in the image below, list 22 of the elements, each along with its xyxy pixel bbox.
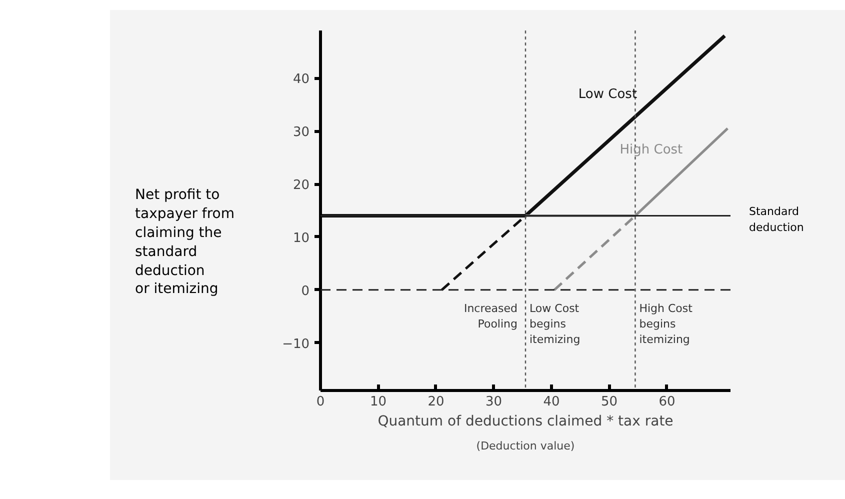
y-tick-label: 20 bbox=[292, 178, 310, 194]
y-tick-label: −10 bbox=[282, 336, 310, 352]
y-tick-label: 10 bbox=[292, 230, 310, 246]
series-label: Low Cost bbox=[578, 86, 638, 102]
x-tick-label: 40 bbox=[543, 394, 560, 410]
y-tick-label: 40 bbox=[292, 72, 310, 88]
x-tick-label: 20 bbox=[428, 394, 444, 410]
y-tick-label: 30 bbox=[292, 125, 310, 140]
annotation: High Cost begins itemizing bbox=[639, 302, 694, 346]
y-axis-title: Net profit to taxpayer from claiming the standard deduction or itemizing bbox=[135, 186, 236, 300]
x-tick-label: 50 bbox=[600, 394, 618, 410]
annotation: Low Cost begins itemizing bbox=[530, 302, 580, 346]
series-label: High Cost bbox=[620, 142, 683, 158]
x-tick-label: 10 bbox=[370, 394, 387, 410]
x-tick-label: 30 bbox=[485, 394, 502, 410]
ref-line-label: Standard deduction bbox=[749, 204, 804, 236]
y-tick-label: 0 bbox=[301, 284, 310, 299]
x-tick-label: 0 bbox=[316, 394, 325, 410]
x-tick-label: 60 bbox=[658, 394, 676, 410]
text: (Deduction value) bbox=[476, 440, 575, 452]
annotation: Increased Pooling bbox=[464, 302, 518, 331]
x-axis-title: Quantum of deductions claimed * tax rate bbox=[378, 414, 674, 430]
